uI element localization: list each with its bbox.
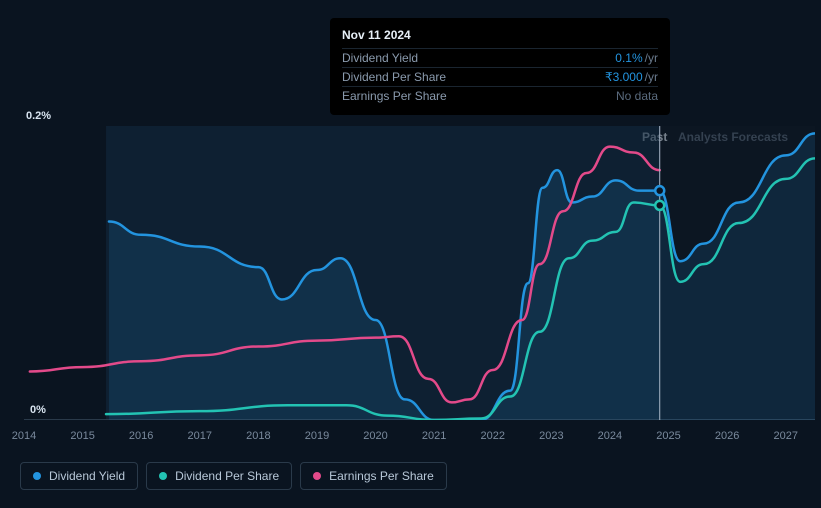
y-axis-label-max: 0.2% (26, 110, 51, 122)
x-axis-tick: 2022 (480, 430, 504, 442)
legend: Dividend Yield Dividend Per Share Earnings… (20, 462, 447, 490)
x-axis-tick: 2016 (129, 430, 153, 442)
tooltip-row-label: Dividend Yield (342, 51, 615, 65)
tooltip-date: Nov 11 2024 (342, 28, 658, 42)
legend-item[interactable]: Dividend Per Share (146, 462, 292, 490)
x-axis-tick: 2019 (305, 430, 329, 442)
tooltip-row: Dividend Per Share₹3.000 /yr (342, 67, 658, 86)
legend-dot-icon (313, 472, 321, 480)
legend-label: Dividend Per Share (175, 469, 279, 483)
tooltip-row-label: Dividend Per Share (342, 70, 605, 84)
tooltip-row-label: Earnings Per Share (342, 89, 616, 103)
x-axis-tick: 2017 (188, 430, 212, 442)
legend-label: Dividend Yield (49, 469, 125, 483)
x-axis-tick: 2020 (363, 430, 387, 442)
chart-tooltip: Nov 11 2024 Dividend Yield0.1% /yrDivide… (330, 18, 670, 115)
x-axis-tick: 2023 (539, 430, 563, 442)
x-axis-tick: 2018 (246, 430, 270, 442)
y-axis-label-min: 0% (30, 404, 46, 416)
x-axis-tick: 2025 (656, 430, 680, 442)
x-axis-tick: 2015 (70, 430, 94, 442)
x-axis-tick: 2026 (715, 430, 739, 442)
tooltip-row-unit: /yr (645, 51, 658, 65)
tooltip-row-value: No data (616, 89, 658, 103)
tooltip-row-value: 0.1% (615, 51, 642, 65)
x-axis-tick: 2021 (422, 430, 446, 442)
legend-dot-icon (33, 472, 41, 480)
x-axis-tick: 2024 (598, 430, 622, 442)
chart-plot[interactable] (24, 126, 815, 420)
tooltip-row-unit: /yr (645, 70, 658, 84)
x-axis-tick: 2014 (12, 430, 36, 442)
tooltip-row-value: ₹3.000 (605, 70, 643, 84)
legend-label: Earnings Per Share (329, 469, 434, 483)
tooltip-row: Earnings Per ShareNo data (342, 86, 658, 105)
legend-item[interactable]: Dividend Yield (20, 462, 138, 490)
legend-item[interactable]: Earnings Per Share (300, 462, 447, 490)
legend-dot-icon (159, 472, 167, 480)
x-axis-tick: 2027 (773, 430, 797, 442)
chart-area: 0.2% Past Analysts Forecasts 0% (24, 108, 815, 420)
tooltip-row: Dividend Yield0.1% /yr (342, 48, 658, 67)
x-axis: 2014201520162017201820192020202120222023… (24, 430, 815, 446)
